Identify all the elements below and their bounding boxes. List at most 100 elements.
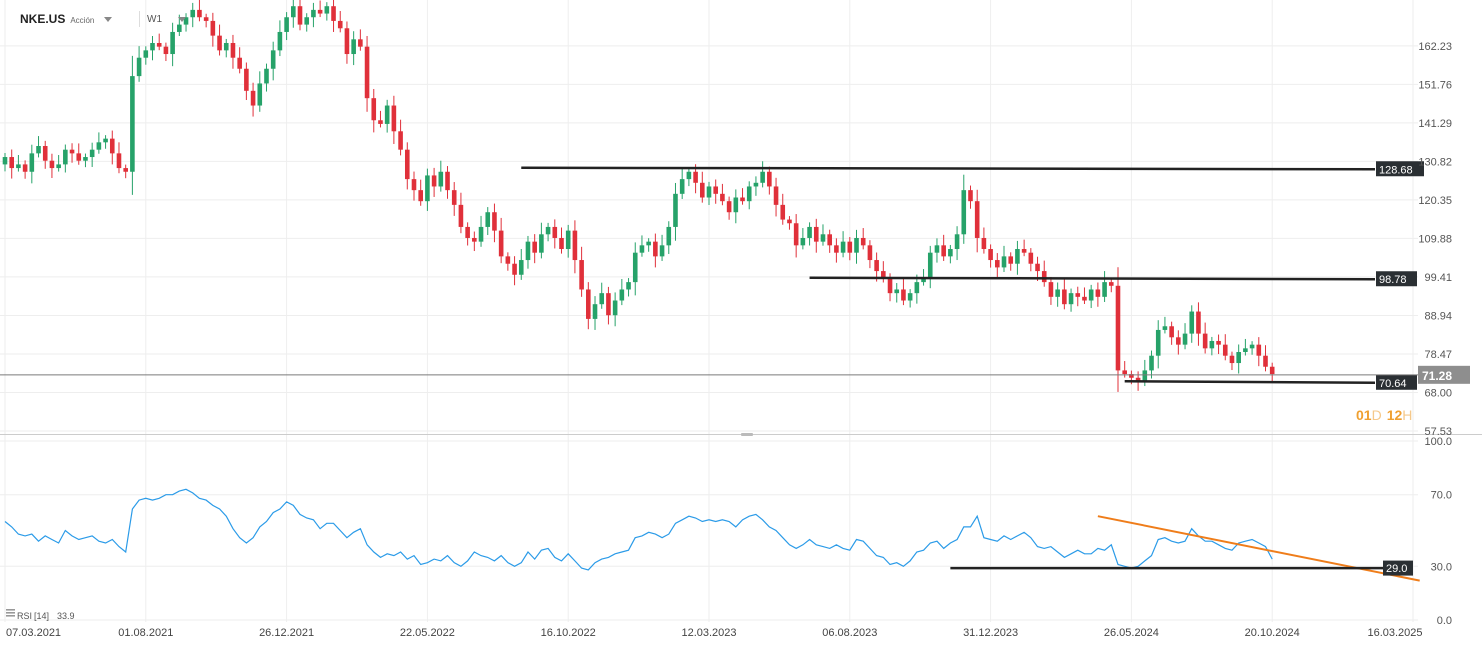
candle (780, 193, 786, 225)
candle-body (1196, 311, 1201, 334)
candle-body (1249, 344, 1255, 349)
candle (2, 152, 8, 172)
candle (1075, 286, 1081, 307)
candle-body (512, 263, 517, 275)
candle (539, 222, 544, 259)
candle-body (237, 57, 242, 69)
candle (639, 235, 645, 257)
candle-body (250, 90, 256, 106)
time-tick-label: 31.12.2023 (963, 627, 1018, 639)
candle (1229, 351, 1235, 371)
candle-body (217, 35, 222, 51)
candle-body (96, 142, 102, 150)
candle-body (827, 234, 832, 246)
candle (257, 71, 263, 112)
candle (358, 29, 363, 51)
candle (699, 171, 705, 203)
candle (331, 0, 336, 32)
candle (559, 227, 564, 254)
time-tick-label: 16.10.2022 (541, 627, 596, 639)
time-tick-label: 16.03.2025 (1367, 627, 1422, 639)
candle-body (1082, 296, 1087, 301)
candle (203, 13, 209, 28)
candle (1082, 287, 1087, 305)
candle-body (371, 98, 377, 121)
candle-body (431, 175, 437, 187)
symbol-selector[interactable]: NKE.US Acción (20, 10, 113, 28)
candle-body (525, 241, 531, 261)
candle-body (760, 171, 765, 183)
candle-body (988, 249, 993, 261)
candle-body (150, 42, 155, 51)
candle-body (1095, 289, 1101, 297)
candle-body (995, 260, 1000, 268)
candle-body (404, 149, 410, 180)
candle (1196, 302, 1201, 346)
candle-body (914, 282, 920, 294)
candle-body (639, 245, 645, 253)
candle (934, 238, 940, 263)
candle-body (264, 68, 269, 84)
candle-body (331, 6, 336, 21)
level-label: 128.68 (1379, 164, 1413, 176)
candle-body (277, 31, 283, 51)
candle-body (941, 245, 946, 257)
candle (505, 252, 511, 271)
candle (96, 132, 102, 154)
candle (545, 222, 551, 242)
candle (210, 12, 216, 47)
candle-body (177, 24, 182, 32)
candle (163, 42, 169, 62)
rsi-legend-period: [14] (34, 611, 49, 621)
candle-body (103, 138, 108, 143)
candle-body (56, 164, 61, 169)
candle (170, 22, 175, 67)
candle-body (16, 164, 21, 169)
candle (1169, 321, 1174, 345)
candle (666, 221, 672, 254)
candle-body (36, 146, 41, 154)
candle (760, 161, 765, 188)
candle (1001, 245, 1007, 273)
price-tick-label: 162.23 (1418, 41, 1452, 53)
candle (532, 234, 537, 264)
candle (1055, 282, 1060, 307)
time-tick-label: 12.03.2023 (681, 627, 736, 639)
candle-body (894, 289, 900, 294)
price-tick-label: 130.82 (1418, 156, 1452, 168)
candle (1236, 344, 1241, 374)
candle-body (156, 42, 162, 47)
candle-body (498, 230, 504, 257)
time-tick-label: 06.08.2023 (822, 627, 877, 639)
candle (847, 237, 853, 261)
candle-body (1015, 249, 1020, 264)
candle-body (800, 237, 806, 246)
rsi-legend-value: 33.9 (57, 611, 75, 621)
candle (398, 119, 403, 156)
candle-body (974, 201, 980, 238)
chevron-down-icon[interactable] (104, 16, 113, 22)
rsi-line (4, 488, 1273, 571)
candle (767, 166, 772, 195)
candle-body (384, 105, 390, 124)
candle-body (552, 226, 558, 238)
candle (867, 240, 873, 269)
candle-body (619, 289, 625, 301)
candle (787, 216, 792, 230)
candle (391, 95, 397, 144)
candle (9, 149, 15, 179)
timeframe-selector[interactable]: W1 (147, 10, 186, 28)
price-tick-label: 88.94 (1424, 310, 1452, 322)
chevron-down-icon[interactable] (178, 16, 186, 22)
candle-body (646, 241, 651, 246)
candle (1263, 345, 1268, 372)
candle-body (136, 57, 142, 77)
candle-body (337, 20, 343, 29)
candle-body (968, 190, 973, 202)
candle (927, 245, 933, 289)
candlestick-series (2, 0, 1275, 392)
candle (36, 136, 41, 158)
candle (49, 153, 55, 179)
candle (478, 215, 484, 247)
